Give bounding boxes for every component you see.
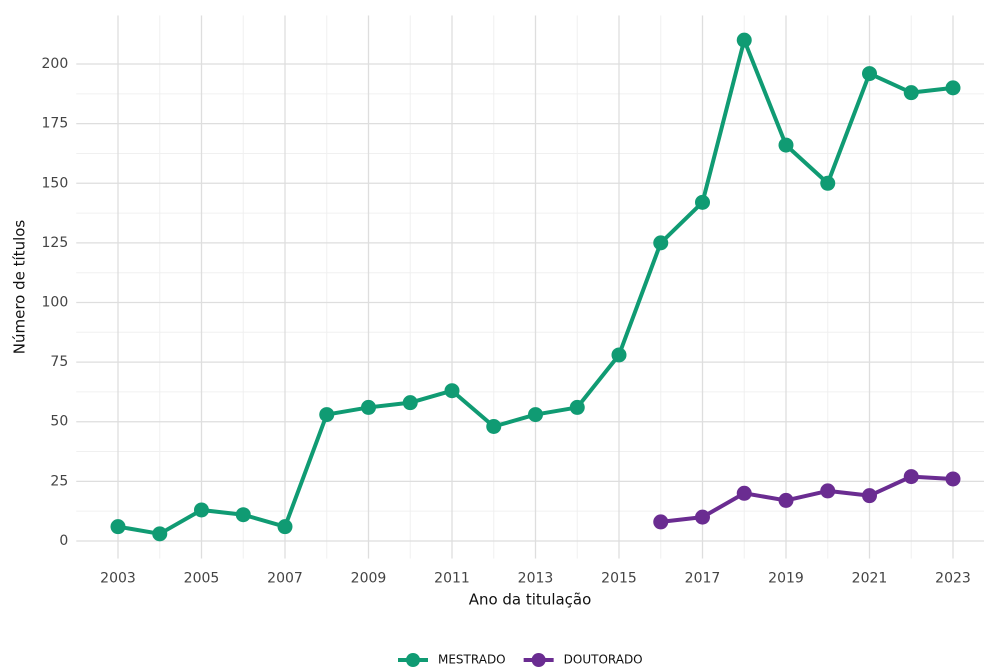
legend: MESTRADO DOUTORADO xyxy=(398,653,643,667)
y-tick-label: 50 xyxy=(50,414,68,430)
data-point xyxy=(444,383,460,399)
data-point xyxy=(402,395,418,411)
y-tick-label: 125 xyxy=(42,235,69,251)
data-point xyxy=(820,175,836,191)
data-point xyxy=(903,469,919,485)
x-axis-title: Ano da titulação xyxy=(469,591,592,609)
data-point xyxy=(319,407,335,423)
data-point xyxy=(945,80,961,96)
y-tick-label: 150 xyxy=(42,175,69,191)
legend-marker xyxy=(531,653,546,667)
legend-label: DOUTORADO xyxy=(564,653,643,667)
data-point xyxy=(611,347,627,363)
data-point xyxy=(653,514,669,530)
y-tick-label: 0 xyxy=(59,533,68,549)
data-point xyxy=(903,85,919,101)
data-point xyxy=(152,526,168,542)
data-point xyxy=(194,502,209,518)
data-point xyxy=(361,399,376,415)
series-line xyxy=(660,474,954,524)
x-tick-label: 2023 xyxy=(935,571,971,587)
y-tick-label: 200 xyxy=(42,56,69,72)
y-tick-label: 100 xyxy=(42,295,69,311)
x-tick-label: 2007 xyxy=(267,571,303,587)
x-tick-label: 2017 xyxy=(685,571,721,587)
data-point xyxy=(778,492,794,508)
x-tick-label: 2015 xyxy=(601,571,637,587)
data-point xyxy=(653,235,669,251)
x-tick-label: 2009 xyxy=(351,571,387,587)
data-point xyxy=(820,483,836,499)
y-tick-label: 75 xyxy=(50,354,68,370)
y-tick-label: 25 xyxy=(50,473,68,489)
data-point xyxy=(277,519,293,535)
data-point xyxy=(736,485,752,501)
data-point xyxy=(486,419,502,435)
data-point xyxy=(778,137,794,153)
x-tick-label: 2019 xyxy=(768,571,804,587)
grid xyxy=(76,15,984,559)
data-point xyxy=(945,471,961,487)
data-point xyxy=(862,488,877,504)
data-point xyxy=(528,407,543,423)
data-point xyxy=(736,32,752,48)
data-point xyxy=(695,194,710,210)
x-tick-label: 2011 xyxy=(434,571,470,587)
data-point xyxy=(110,519,126,535)
data-point xyxy=(569,399,585,415)
x-tick-label: 2013 xyxy=(518,571,554,587)
legend-marker xyxy=(406,653,420,667)
data-point xyxy=(695,509,710,525)
data-point xyxy=(235,507,251,523)
x-tick-label: 2005 xyxy=(184,571,220,587)
y-tick-label: 175 xyxy=(42,116,69,132)
x-tick-label: 2021 xyxy=(852,571,888,587)
y-axis-title: Número de títulos xyxy=(11,220,29,355)
x-tick-label: 2003 xyxy=(100,571,136,587)
legend-label: MESTRADO xyxy=(438,653,506,667)
data-point xyxy=(862,66,877,82)
